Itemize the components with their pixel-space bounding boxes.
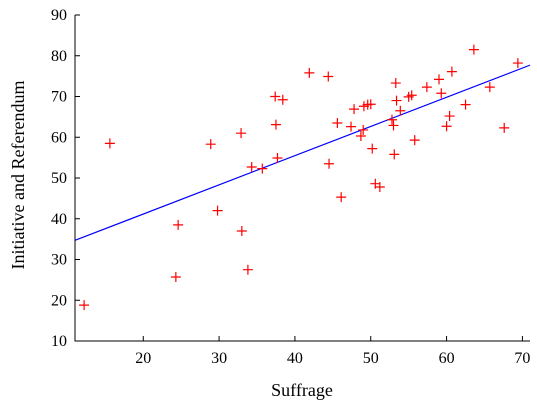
axes: 10 20 30 40 50 60 70 80 90 20 30 40 50 60 70 bbox=[51, 7, 530, 367]
y-tick-label: 20 bbox=[51, 292, 67, 309]
data-point bbox=[468, 44, 479, 55]
data-point bbox=[205, 139, 216, 150]
data-point bbox=[272, 153, 283, 164]
data-point bbox=[79, 300, 90, 311]
data-point bbox=[444, 111, 455, 122]
data-point bbox=[386, 114, 397, 125]
data-point bbox=[484, 82, 495, 93]
y-tick-label: 80 bbox=[51, 48, 67, 65]
data-point bbox=[346, 121, 357, 132]
data-point bbox=[391, 95, 402, 106]
y-tick-label: 50 bbox=[51, 170, 67, 187]
x-tick-label: 30 bbox=[211, 350, 227, 367]
data-point bbox=[173, 219, 184, 230]
x-tick-label: 40 bbox=[287, 350, 303, 367]
data-point bbox=[390, 78, 401, 89]
data-point bbox=[236, 128, 247, 139]
data-point bbox=[324, 158, 335, 169]
data-point bbox=[367, 143, 378, 154]
y-tick-label: 70 bbox=[51, 89, 67, 106]
data-point bbox=[460, 99, 471, 110]
data-point bbox=[374, 181, 385, 192]
data-point bbox=[409, 135, 420, 146]
data-point bbox=[388, 120, 399, 131]
data-point bbox=[336, 192, 347, 203]
y-tick-label: 30 bbox=[51, 252, 67, 269]
data-point bbox=[270, 91, 281, 102]
x-tick-label: 60 bbox=[439, 350, 455, 367]
data-point bbox=[395, 105, 406, 116]
fit-line-layer bbox=[74, 64, 531, 241]
data-point bbox=[236, 225, 247, 236]
data-point bbox=[170, 272, 181, 283]
x-tick-label: 70 bbox=[514, 350, 530, 367]
data-point bbox=[434, 74, 444, 85]
data-point bbox=[365, 99, 376, 110]
y-axis-title: Initiative and Referendum bbox=[8, 81, 28, 270]
data-point bbox=[242, 264, 253, 275]
data-point bbox=[212, 205, 223, 216]
axis-frame bbox=[74, 15, 530, 342]
x-tick-label: 20 bbox=[135, 350, 151, 367]
regression-line bbox=[74, 64, 531, 241]
data-point bbox=[421, 82, 432, 93]
y-tick-label: 10 bbox=[51, 333, 67, 350]
data-point bbox=[270, 119, 281, 130]
data-point bbox=[436, 88, 447, 99]
x-tick-label: 50 bbox=[363, 350, 379, 367]
data-point bbox=[257, 163, 268, 174]
data-point bbox=[277, 94, 288, 105]
data-point bbox=[332, 117, 343, 128]
data-point bbox=[104, 138, 115, 149]
data-point bbox=[406, 90, 417, 101]
x-axis-title: Suffrage bbox=[271, 380, 333, 400]
y-tick-label: 90 bbox=[51, 7, 67, 24]
data-point bbox=[246, 161, 257, 172]
y-tick-label: 40 bbox=[51, 211, 67, 228]
data-point bbox=[355, 131, 366, 142]
data-point bbox=[441, 121, 452, 132]
data-point bbox=[499, 122, 510, 133]
y-tick-label: 60 bbox=[51, 129, 67, 146]
data-point bbox=[323, 71, 334, 82]
data-point bbox=[512, 58, 523, 69]
data-point bbox=[304, 67, 315, 78]
data-point bbox=[389, 149, 400, 160]
points-layer bbox=[79, 44, 523, 311]
data-point bbox=[349, 104, 360, 115]
data-point bbox=[358, 124, 369, 135]
data-point bbox=[446, 66, 457, 77]
